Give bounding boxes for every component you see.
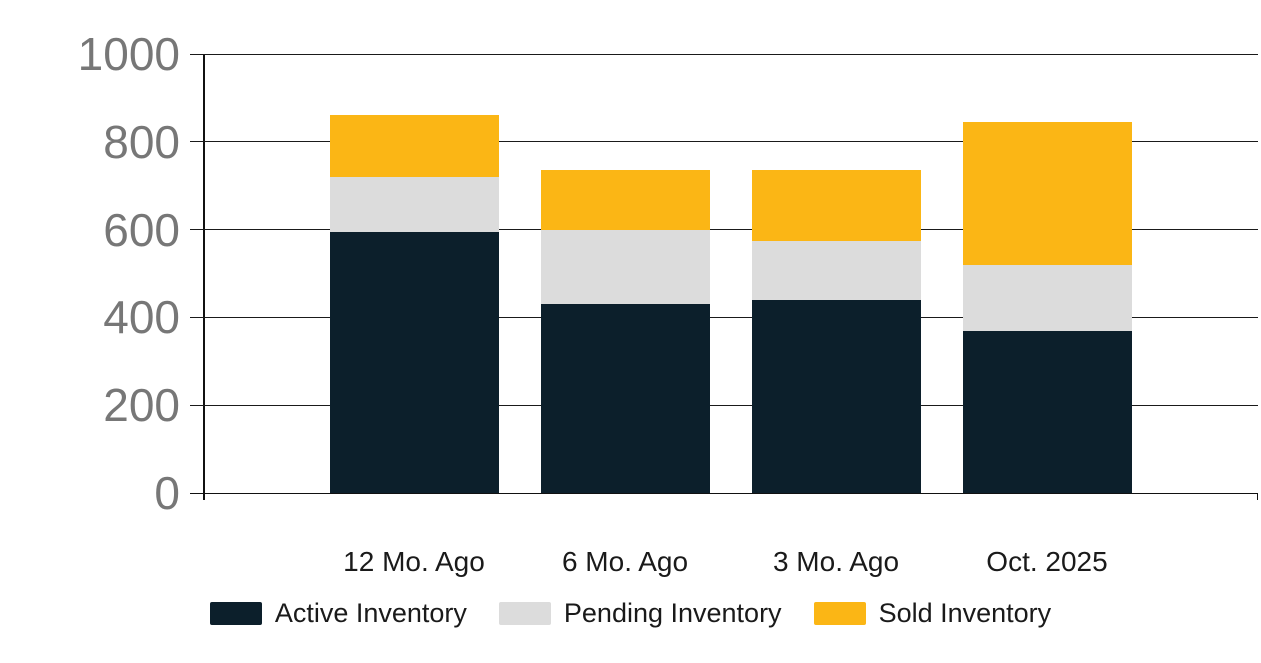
gridline-200 bbox=[190, 404, 1258, 406]
legend-swatch-icon bbox=[498, 602, 551, 625]
legend-label: Pending Inventory bbox=[563, 598, 782, 628]
bar-segment-active-inventory bbox=[329, 231, 499, 493]
x-axis-tick-label: 12 Mo. Ago bbox=[343, 546, 485, 577]
y-axis-tick-label: 200 bbox=[103, 379, 180, 432]
bar-segment-sold-inventory bbox=[329, 115, 499, 177]
y-axis-line bbox=[203, 54, 205, 500]
bar-3-mo-ago bbox=[751, 170, 921, 493]
legend-label: Sold Inventory bbox=[878, 598, 1052, 628]
gridline-600 bbox=[190, 229, 1258, 231]
bar-segment-sold-inventory bbox=[751, 170, 921, 241]
bar-12-mo-ago bbox=[329, 115, 499, 493]
bar-segment-sold-inventory bbox=[962, 122, 1132, 265]
y-axis-tick-label: 1000 bbox=[77, 28, 180, 80]
x-axis-tick-label: 6 Mo. Ago bbox=[561, 546, 689, 577]
bar-segment-pending-inventory bbox=[329, 176, 499, 232]
legend-swatch-icon bbox=[813, 602, 866, 625]
bar-segment-active-inventory bbox=[751, 299, 921, 493]
chart-legend: Active Inventory Pending Inventory Sold In… bbox=[0, 600, 1261, 627]
x-axis-end-tick bbox=[1256, 493, 1258, 500]
y-axis-tick-label: 400 bbox=[103, 291, 180, 344]
x-axis-tick-label: Oct. 2025 bbox=[986, 546, 1108, 577]
y-axis-tick-label: 0 bbox=[154, 467, 180, 519]
bar-segment-active-inventory bbox=[540, 304, 710, 493]
bar-segment-pending-inventory bbox=[962, 264, 1132, 331]
bar-6-mo-ago bbox=[540, 170, 710, 493]
x-axis-tick-label: 3 Mo. Ago bbox=[772, 546, 900, 577]
bar-oct-2025 bbox=[962, 122, 1132, 493]
legend-item-pending-inventory: Pending Inventory bbox=[498, 598, 782, 628]
legend-label: Active Inventory bbox=[274, 598, 467, 628]
legend-item-active-inventory: Active Inventory bbox=[209, 598, 467, 628]
gridline-800 bbox=[190, 141, 1258, 143]
x-axis-line bbox=[190, 492, 1258, 494]
bar-segment-pending-inventory bbox=[751, 240, 921, 300]
legend-item-sold-inventory: Sold Inventory bbox=[813, 598, 1052, 628]
y-axis-tick-label: 800 bbox=[103, 115, 180, 168]
bar-segment-active-inventory bbox=[962, 330, 1132, 493]
gridline-1000 bbox=[190, 53, 1258, 55]
bar-segment-sold-inventory bbox=[540, 170, 710, 230]
plot-area: 0 200 400 600 800 1000 12 Mo. Ago 6 Mo. Ago 3 Mo… bbox=[78, 31, 1258, 577]
y-axis-tick-label: 600 bbox=[103, 203, 180, 256]
gridline-400 bbox=[190, 316, 1258, 318]
bar-segment-pending-inventory bbox=[540, 229, 710, 305]
legend-swatch-icon bbox=[209, 602, 262, 625]
